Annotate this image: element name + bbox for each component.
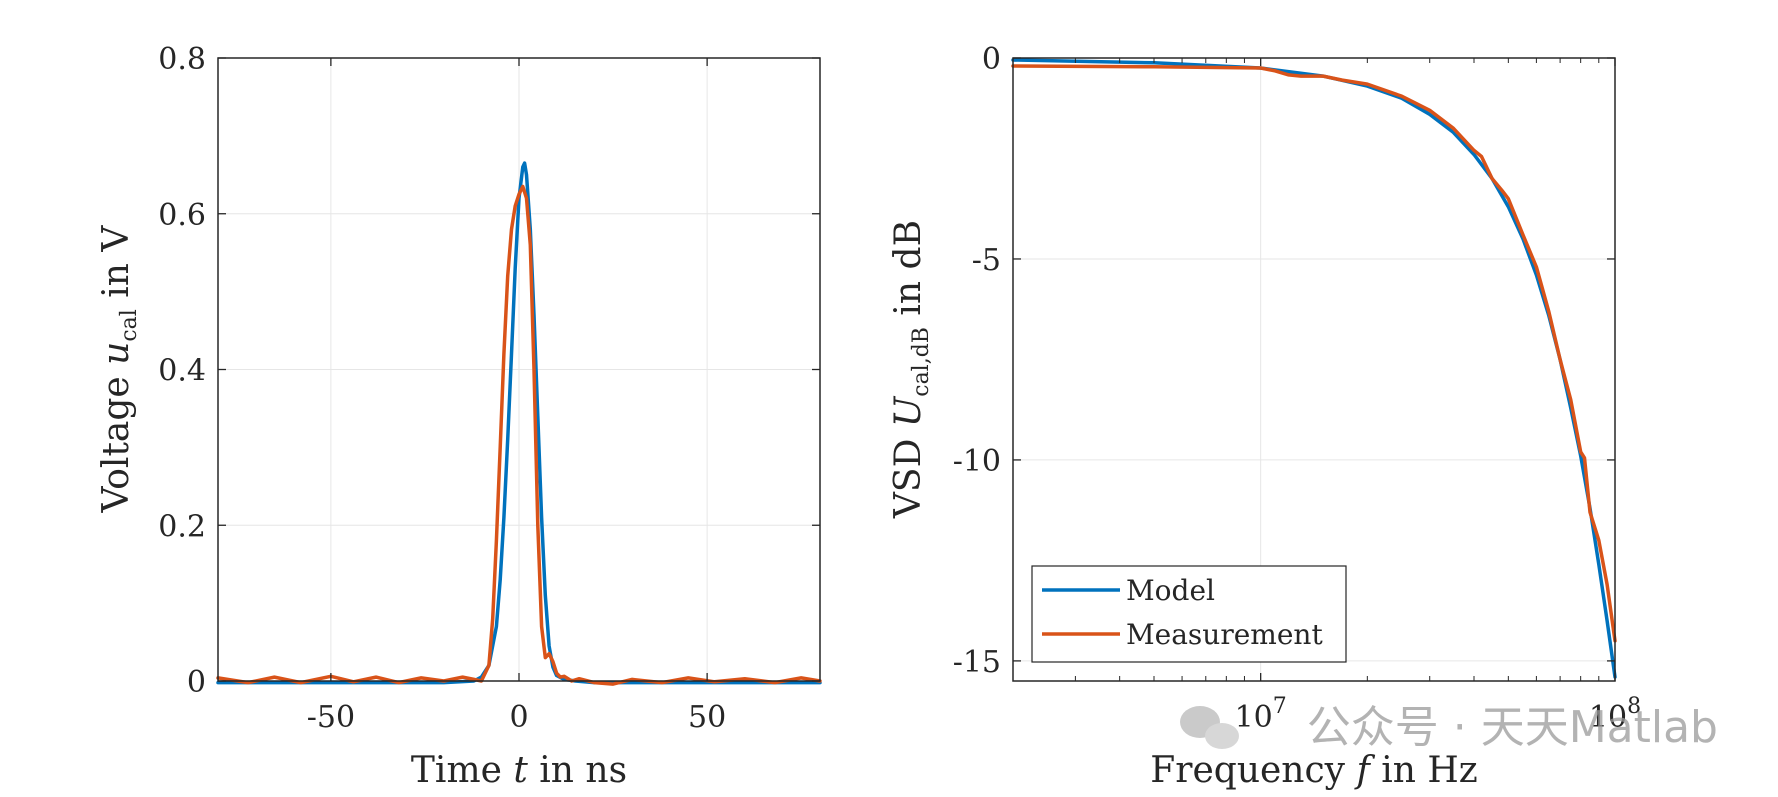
legend-label-measurement: Measurement: [1126, 618, 1323, 651]
time-ytick-label: 0.8: [158, 42, 206, 77]
time-xtick-label: -50: [307, 700, 355, 735]
legend-label-model: Model: [1126, 574, 1215, 607]
time-xtick-label: 50: [688, 700, 726, 735]
time-xtick-label: 0: [509, 700, 528, 735]
watermark-text: 公众号 · 天天Matlab: [1307, 702, 1718, 753]
freq-ytick-label: 0: [982, 42, 1001, 77]
wechat-logo-icon: [1180, 706, 1239, 749]
freq-ytick-label: -10: [953, 444, 1001, 479]
time-ticks: -50 0 50 0 0.2 0.4 0.6 0.8: [158, 42, 820, 735]
legend: Model Measurement: [1031, 565, 1347, 663]
time-ytick-label: 0.2: [158, 509, 206, 544]
freq-xlabel: Frequency f in Hz: [1150, 750, 1477, 791]
freq-series-group: [1011, 58, 1617, 679]
freq-series-measurement: [1011, 64, 1617, 643]
freq-ticks: 107 108-15-10-50: [953, 42, 1641, 735]
time-ytick-label: 0.4: [158, 354, 206, 389]
freq-ylabel: VSD Ucal,dB in dB: [888, 220, 934, 519]
freq-axes-box: [1012, 57, 1616, 682]
time-ytick-label: 0.6: [158, 198, 206, 233]
freq-ytick-label: -5: [972, 243, 1001, 278]
legend-box: [1031, 565, 1347, 663]
time-xlabel: Time t in ns: [411, 750, 627, 791]
freq-ytick-label: -15: [953, 645, 1001, 680]
freq-xtick-label: 107: [1235, 694, 1287, 735]
frequency-domain-axes: 107 108-15-10-50 Frequency f in Hz VSD Uc…: [888, 42, 1641, 791]
time-ylabel: Voltage ucal in V: [96, 225, 142, 514]
time-domain-axes: -50 0 50 0 0.2 0.4 0.6 0.8 Time t in ns Voltage…: [96, 42, 822, 791]
time-ytick-label: 0: [187, 665, 206, 700]
